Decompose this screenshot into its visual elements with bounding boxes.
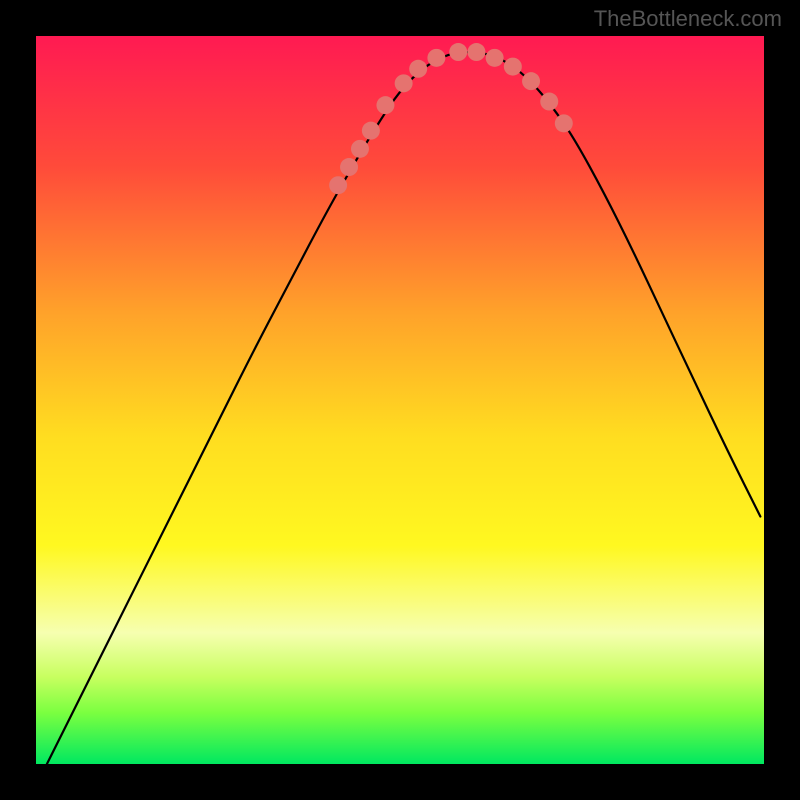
data-marker [522,72,540,90]
data-marker [376,96,394,114]
data-markers-group [329,43,573,194]
bottleneck-curve-chart [36,36,764,764]
watermark-text: TheBottleneck.com [594,6,782,32]
data-marker [486,49,504,67]
data-marker [340,158,358,176]
data-marker [329,176,347,194]
data-marker [409,60,427,78]
data-marker [449,43,467,61]
data-marker [504,58,522,76]
data-marker [467,43,485,61]
bottleneck-curve [47,52,760,764]
data-marker [555,114,573,132]
data-marker [427,49,445,67]
data-marker [540,93,558,111]
data-marker [362,122,380,140]
data-marker [395,74,413,92]
data-marker [351,140,369,158]
plot-area [36,36,764,764]
